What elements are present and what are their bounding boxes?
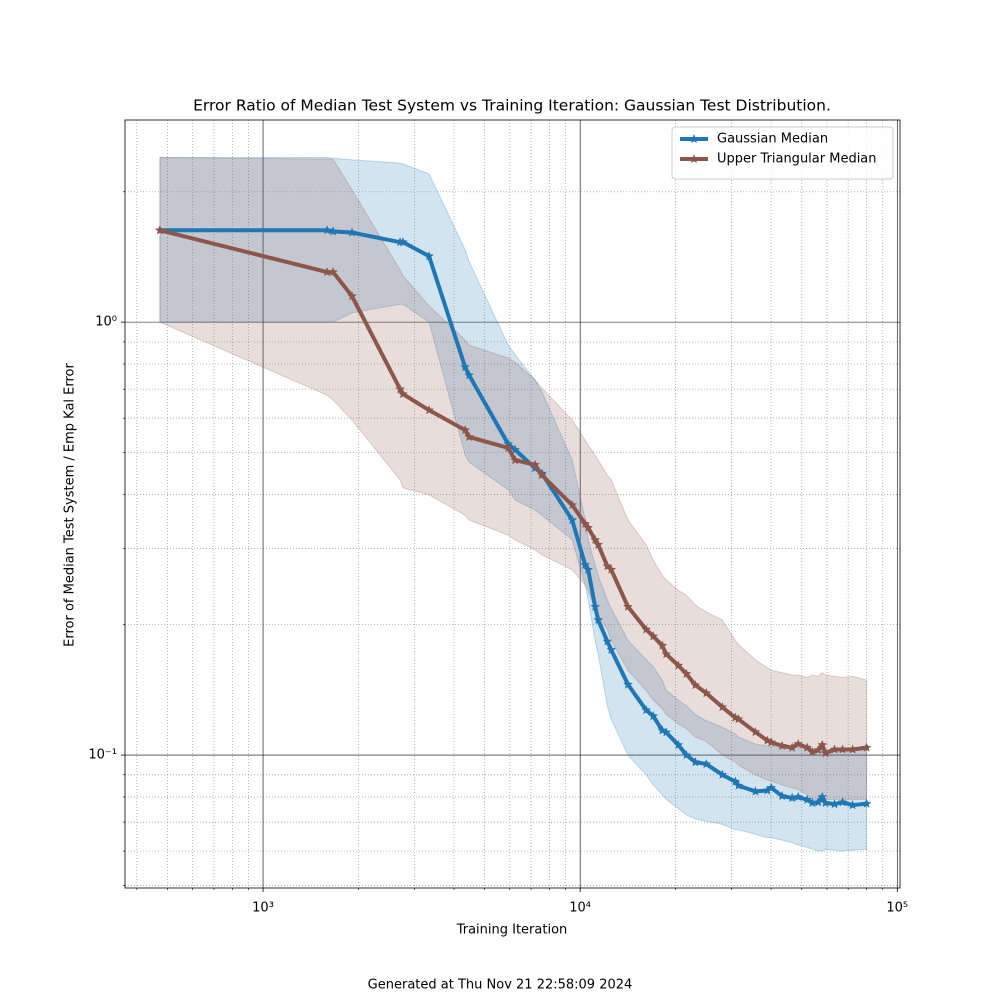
marker — [733, 780, 744, 790]
marker — [837, 744, 848, 754]
marker — [602, 636, 613, 646]
marker — [460, 362, 470, 372]
marker — [847, 800, 858, 810]
marker — [717, 769, 728, 779]
marker — [503, 443, 513, 452]
marker — [787, 742, 797, 752]
marker — [424, 405, 434, 415]
series-layer — [155, 157, 872, 852]
marker — [673, 740, 684, 749]
marker — [657, 640, 667, 650]
marker — [817, 740, 827, 749]
marker — [813, 797, 823, 807]
marker — [847, 744, 858, 754]
marker — [820, 748, 831, 758]
marker — [347, 227, 357, 237]
marker — [606, 564, 616, 574]
x-tick-label: 10³ — [252, 901, 274, 916]
marker — [861, 798, 872, 808]
marker — [777, 791, 787, 801]
marker — [398, 389, 408, 399]
marker — [766, 782, 776, 792]
marker — [567, 500, 577, 510]
marker — [328, 226, 338, 236]
marker — [460, 425, 470, 435]
marker — [701, 759, 712, 769]
marker — [690, 757, 701, 767]
marker — [641, 624, 651, 634]
marker — [648, 631, 658, 641]
x-tick-label: 10⁵ — [886, 901, 908, 916]
marker — [793, 792, 803, 801]
marker — [762, 785, 773, 795]
marker — [681, 668, 692, 678]
confidence-band — [159, 157, 868, 852]
marker — [583, 564, 593, 574]
marker — [155, 225, 165, 235]
y-tick-label: 10⁰ — [95, 315, 117, 330]
footer: Generated at Thu Nov 21 22:58:09 2024 — [368, 978, 633, 993]
marker — [820, 798, 831, 807]
y-axis-label: Error of Median Test System / Emp Kal Er… — [63, 362, 78, 646]
legend-marker — [689, 154, 699, 163]
marker — [690, 680, 701, 690]
marker — [424, 251, 434, 261]
marker — [593, 615, 603, 625]
marker — [807, 747, 817, 757]
marker — [661, 649, 671, 659]
marker — [837, 797, 848, 807]
marker — [673, 660, 684, 670]
marker — [583, 522, 593, 532]
y-tick-label: 10⁻¹ — [88, 748, 117, 763]
legend-label: Upper Triangular Median — [717, 152, 877, 167]
marker — [322, 225, 332, 235]
legend-box — [671, 126, 894, 180]
plot-frame — [124, 119, 901, 889]
x-axis-label: Training Iteration — [456, 923, 568, 938]
marker — [567, 515, 577, 525]
marker — [464, 431, 474, 441]
marker — [623, 601, 633, 611]
marker — [766, 737, 776, 747]
chart-title: Error Ratio of Median Test System vs Tra… — [193, 97, 831, 115]
marker — [661, 727, 671, 737]
marker — [829, 744, 840, 754]
marker — [750, 727, 761, 737]
marker — [347, 291, 357, 301]
marker — [681, 750, 692, 760]
marker — [537, 470, 547, 480]
legend-marker — [689, 134, 699, 143]
marker — [787, 792, 797, 802]
marker — [593, 539, 603, 549]
marker — [750, 786, 761, 796]
marker — [328, 267, 338, 277]
marker — [641, 705, 651, 715]
confidence-band — [159, 157, 868, 800]
marker — [398, 237, 408, 247]
marker — [322, 267, 332, 277]
marker — [590, 601, 600, 611]
marker — [829, 799, 840, 809]
marker — [733, 714, 744, 724]
marker — [464, 370, 474, 380]
marker — [395, 384, 405, 394]
marker — [510, 444, 520, 454]
marker — [510, 455, 520, 465]
marker — [817, 792, 827, 801]
marker — [530, 459, 540, 469]
marker — [777, 740, 787, 750]
marker — [861, 742, 872, 752]
legend-label: Gaussian Median — [717, 132, 828, 147]
marker — [813, 745, 823, 755]
x-tick-label: 10⁴ — [569, 901, 591, 916]
marker — [606, 644, 616, 654]
marker — [793, 739, 803, 749]
marker — [807, 798, 817, 807]
marker — [623, 679, 633, 689]
marker — [701, 688, 712, 698]
marker — [802, 742, 812, 752]
marker — [648, 711, 658, 721]
marker — [717, 702, 728, 712]
